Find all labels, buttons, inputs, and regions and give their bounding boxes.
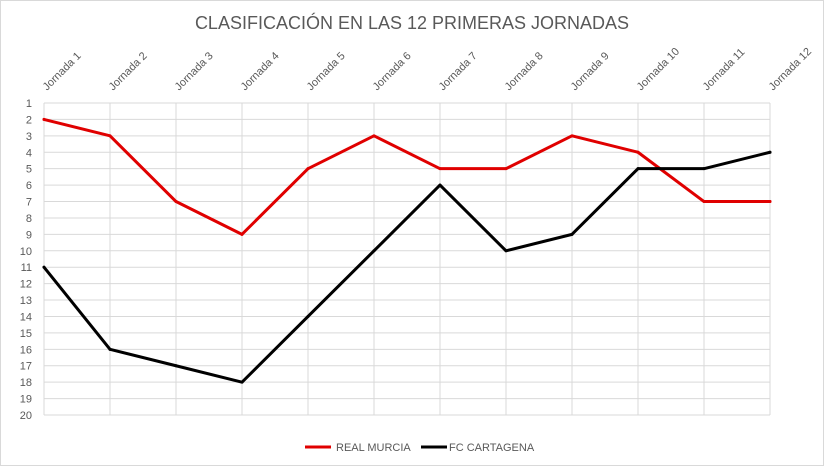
y-tick-label: 6 xyxy=(26,180,32,192)
x-tick-label: Jornada 6 xyxy=(371,50,414,93)
y-tick-label: 9 xyxy=(26,229,32,241)
data-point xyxy=(240,380,244,384)
data-point xyxy=(570,134,574,138)
data-point xyxy=(174,200,178,204)
x-tick-label: Jornada 11 xyxy=(701,46,748,93)
y-tick-label: 13 xyxy=(20,295,32,307)
data-point xyxy=(372,249,376,253)
series-line-1 xyxy=(42,150,772,384)
y-tick-label: 15 xyxy=(20,328,32,340)
y-tick-label: 2 xyxy=(26,114,32,126)
data-point xyxy=(438,167,442,171)
chart-title: CLASIFICACIÓN EN LAS 12 PRIMERAS JORNADA… xyxy=(195,12,629,33)
x-axis-ticks: Jornada 1 Jornada 2 Jornada 3 Jornada 4 Jorn… xyxy=(41,46,814,93)
y-tick-label: 1 xyxy=(26,98,32,110)
data-point xyxy=(438,183,442,187)
data-point xyxy=(636,150,640,154)
x-tick-label: Jornada 10 xyxy=(635,46,682,93)
series-lines xyxy=(42,117,772,384)
y-tick-label: 17 xyxy=(20,361,32,373)
legend-label: REAL MURCIA xyxy=(336,442,411,454)
data-point xyxy=(636,167,640,171)
y-tick-label: 12 xyxy=(20,279,32,291)
x-tick-label: Jornada 5 xyxy=(305,50,348,93)
y-tick-label: 5 xyxy=(26,164,32,176)
data-point xyxy=(108,347,112,351)
data-point xyxy=(702,167,706,171)
y-tick-label: 3 xyxy=(26,131,32,143)
data-point xyxy=(768,200,772,204)
y-tick-label: 8 xyxy=(26,213,32,225)
y-tick-label: 14 xyxy=(20,311,32,323)
y-tick-label: 11 xyxy=(21,262,32,274)
y-tick-label: 18 xyxy=(20,377,32,389)
x-tick-label: Jornada 9 xyxy=(569,50,612,93)
data-point xyxy=(108,134,112,138)
data-point xyxy=(306,167,310,171)
data-point xyxy=(702,200,706,204)
legend: REAL MURCIA FC CARTAGENA xyxy=(305,442,535,454)
grid xyxy=(43,102,771,416)
data-point xyxy=(174,364,178,368)
x-tick-label: Jornada 4 xyxy=(239,50,282,93)
x-tick-label: Jornada 2 xyxy=(107,50,150,93)
x-tick-label: Jornada 3 xyxy=(173,50,216,93)
legend-label: FC CARTAGENA xyxy=(449,442,535,454)
y-tick-label: 20 xyxy=(20,410,32,422)
data-point xyxy=(306,314,310,318)
data-point xyxy=(240,232,244,236)
y-tick-label: 7 xyxy=(26,197,32,209)
x-tick-label: Jornada 8 xyxy=(503,50,546,93)
data-point xyxy=(372,134,376,138)
data-point xyxy=(768,150,772,154)
y-tick-label: 10 xyxy=(20,246,32,258)
y-tick-label: 4 xyxy=(26,147,32,159)
series-line-0 xyxy=(42,117,772,236)
y-tick-label: 16 xyxy=(20,344,32,356)
y-tick-label: 19 xyxy=(20,394,32,406)
x-tick-label: Jornada 12 xyxy=(767,46,814,93)
data-point xyxy=(504,249,508,253)
x-tick-label: Jornada 1 xyxy=(41,50,84,93)
data-point xyxy=(42,117,46,121)
data-point xyxy=(42,265,46,269)
data-point xyxy=(504,167,508,171)
x-tick-label: Jornada 7 xyxy=(437,50,480,93)
data-point xyxy=(570,232,574,236)
